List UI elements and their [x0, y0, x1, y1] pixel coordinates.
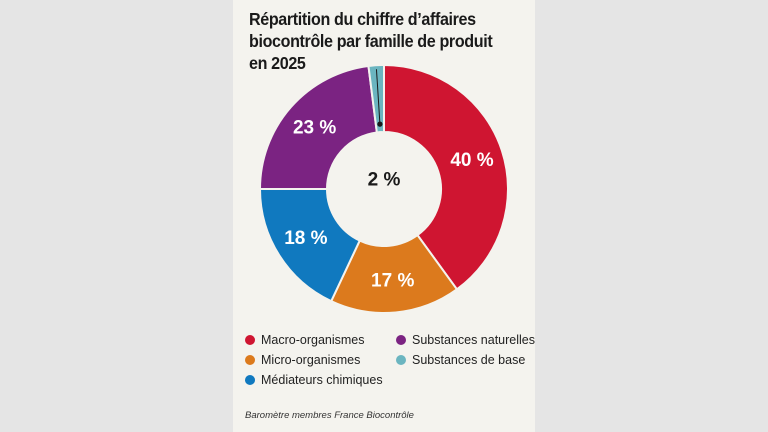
legend-item: Substances de base — [396, 353, 525, 367]
slice-value-label: 18 % — [284, 228, 327, 249]
leader-line — [375, 69, 381, 125]
legend-item: Médiateurs chimiques — [245, 373, 383, 387]
legend-item: Macro-organismes — [245, 333, 365, 347]
slice-value-label: 17 % — [371, 271, 414, 292]
slice-value-label: 2 % — [368, 170, 401, 191]
donut-chart: 40 % 17 % 18 % 23 % 2 % — [258, 63, 509, 314]
donut-slice-substances-de-base — [367, 63, 385, 134]
chart-title-line: Répartition du chiffre d’affaires — [249, 9, 476, 29]
legend-swatch — [245, 375, 255, 385]
chart-title-line: en 2025 — [249, 53, 306, 73]
legend-swatch — [245, 335, 255, 345]
donut-slice-micro-organismes — [329, 233, 459, 314]
chart-title: Répartition du chiffre d’affaires biocon… — [249, 8, 507, 74]
legend-label: Substances naturelles — [412, 333, 535, 347]
leader-dot — [377, 121, 383, 127]
legend-swatch — [245, 355, 255, 365]
legend-label: Médiateurs chimiques — [261, 373, 383, 387]
chart-card: Répartition du chiffre d’affaires biocon… — [233, 0, 535, 432]
slice-value-label: 23 % — [293, 117, 336, 138]
donut-slice-m-diateurs-chimiques — [258, 188, 362, 303]
legend-label: Substances de base — [412, 353, 526, 367]
legend-item: Substances naturelles — [396, 333, 535, 347]
legend-item: Micro-organismes — [245, 353, 360, 367]
legend-label: Micro-organismes — [261, 353, 361, 367]
donut-slice-macro-organismes — [383, 63, 509, 291]
donut-slice-substances-naturelles — [258, 64, 378, 190]
chart-title-line: biocontrôle par famille de produit — [249, 31, 493, 51]
chart-legend: Macro-organismes Substances naturelles Mic… — [245, 333, 535, 393]
legend-swatch — [396, 335, 406, 345]
legend-swatch — [396, 355, 406, 365]
slice-value-label: 40 % — [450, 150, 493, 171]
legend-label: Macro-organismes — [261, 333, 365, 347]
chart-source: Baromètre membres France Biocontrôle — [245, 410, 414, 421]
